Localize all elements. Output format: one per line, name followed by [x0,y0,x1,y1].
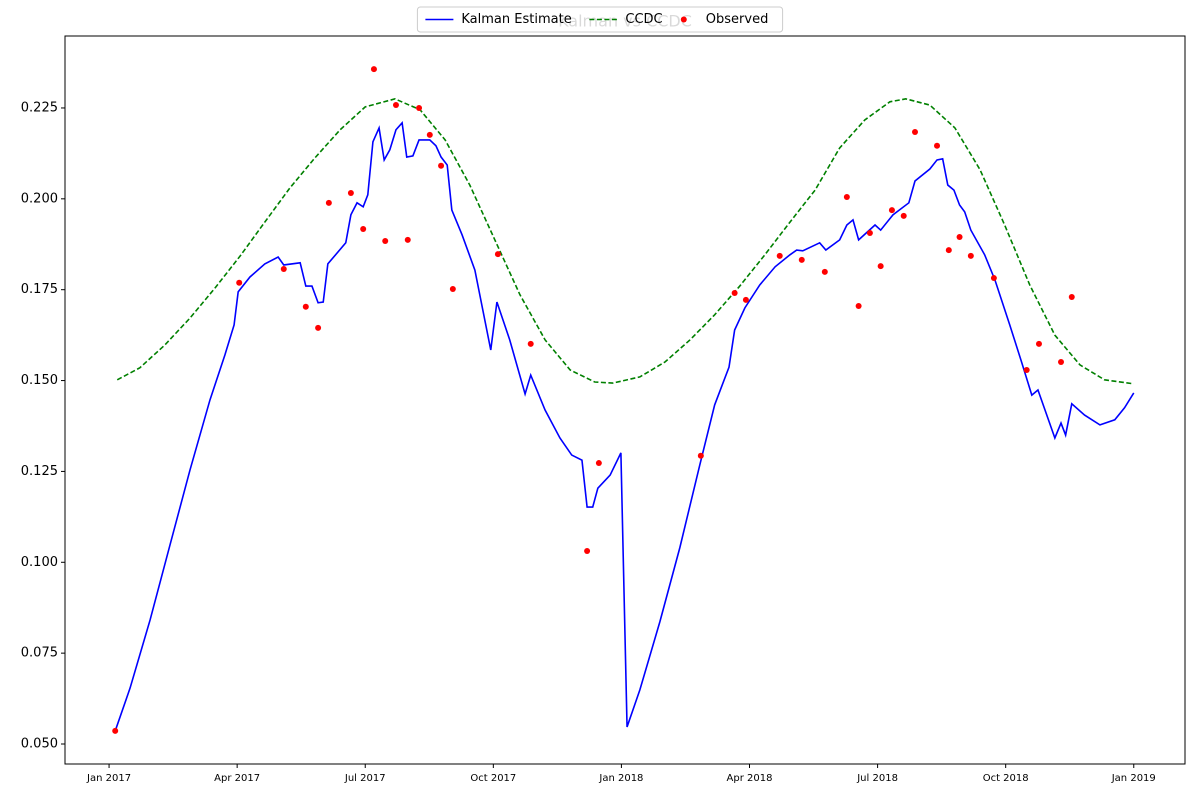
y-tick-label: 0.200 [21,191,58,206]
data-point [392,102,399,109]
data-point [821,268,828,275]
data-point [280,265,287,272]
data-point [325,199,332,206]
data-point [236,279,243,286]
x-tick-label: Jul 2018 [856,773,898,784]
data-point [731,289,738,296]
data-point [1035,340,1042,347]
data-point [855,303,862,310]
data-point [945,247,952,254]
data-point [315,324,322,331]
x-tick-label: Jan 2018 [598,773,643,784]
data-point [1068,293,1075,300]
x-tick-label: Apr 2018 [727,773,773,784]
data-point [1058,359,1065,366]
legend-label: Kalman Estimate [461,12,571,27]
y-tick-label: 0.150 [21,373,58,388]
data-point [404,236,411,243]
data-point [584,548,591,555]
series-line [114,121,1135,732]
y-tick-label: 0.100 [21,555,58,570]
y-tick-label: 0.075 [21,646,58,661]
data-point [449,285,456,292]
x-tick-label: Oct 2017 [470,773,516,784]
y-tick-label: 0.050 [21,737,58,752]
data-point [112,727,119,734]
data-point [527,340,534,347]
data-point [956,233,963,240]
data-point [742,296,749,303]
y-tick-label: 0.175 [21,282,58,297]
series-line [116,98,1134,385]
data-point [360,225,367,232]
data-point [382,237,389,244]
y-tick-label: 0.225 [21,100,58,115]
data-point [416,104,423,111]
data-point [798,256,805,263]
legend-label: CCDC [625,12,662,27]
data-point [967,252,974,259]
data-point [911,128,918,135]
data-point [843,194,850,201]
data-point [888,207,895,214]
data-point [776,252,783,259]
legend-marker [680,16,687,23]
data-point [990,275,997,282]
data-point [347,190,354,197]
data-point [877,263,884,270]
data-point [494,251,501,258]
x-tick-label: Apr 2017 [214,773,260,784]
plot-frame [64,35,1186,765]
data-point [866,229,873,236]
data-point [1023,367,1030,374]
data-point [302,303,309,310]
legend: Kalman Estimate CCDC Observed [416,6,784,33]
data-point [438,162,445,169]
x-tick-label: Jan 2017 [86,773,131,784]
x-tick-label: Oct 2018 [983,773,1029,784]
data-point [370,66,377,73]
data-point [426,131,433,138]
x-tick-label: Jan 2019 [1111,773,1156,784]
data-point [697,452,704,459]
y-tick-label: 0.125 [21,464,58,479]
data-point [900,212,907,219]
data-point [934,142,941,149]
data-point [595,460,602,467]
x-tick-label: Jul 2017 [344,773,386,784]
legend-label: Observed [706,12,769,27]
